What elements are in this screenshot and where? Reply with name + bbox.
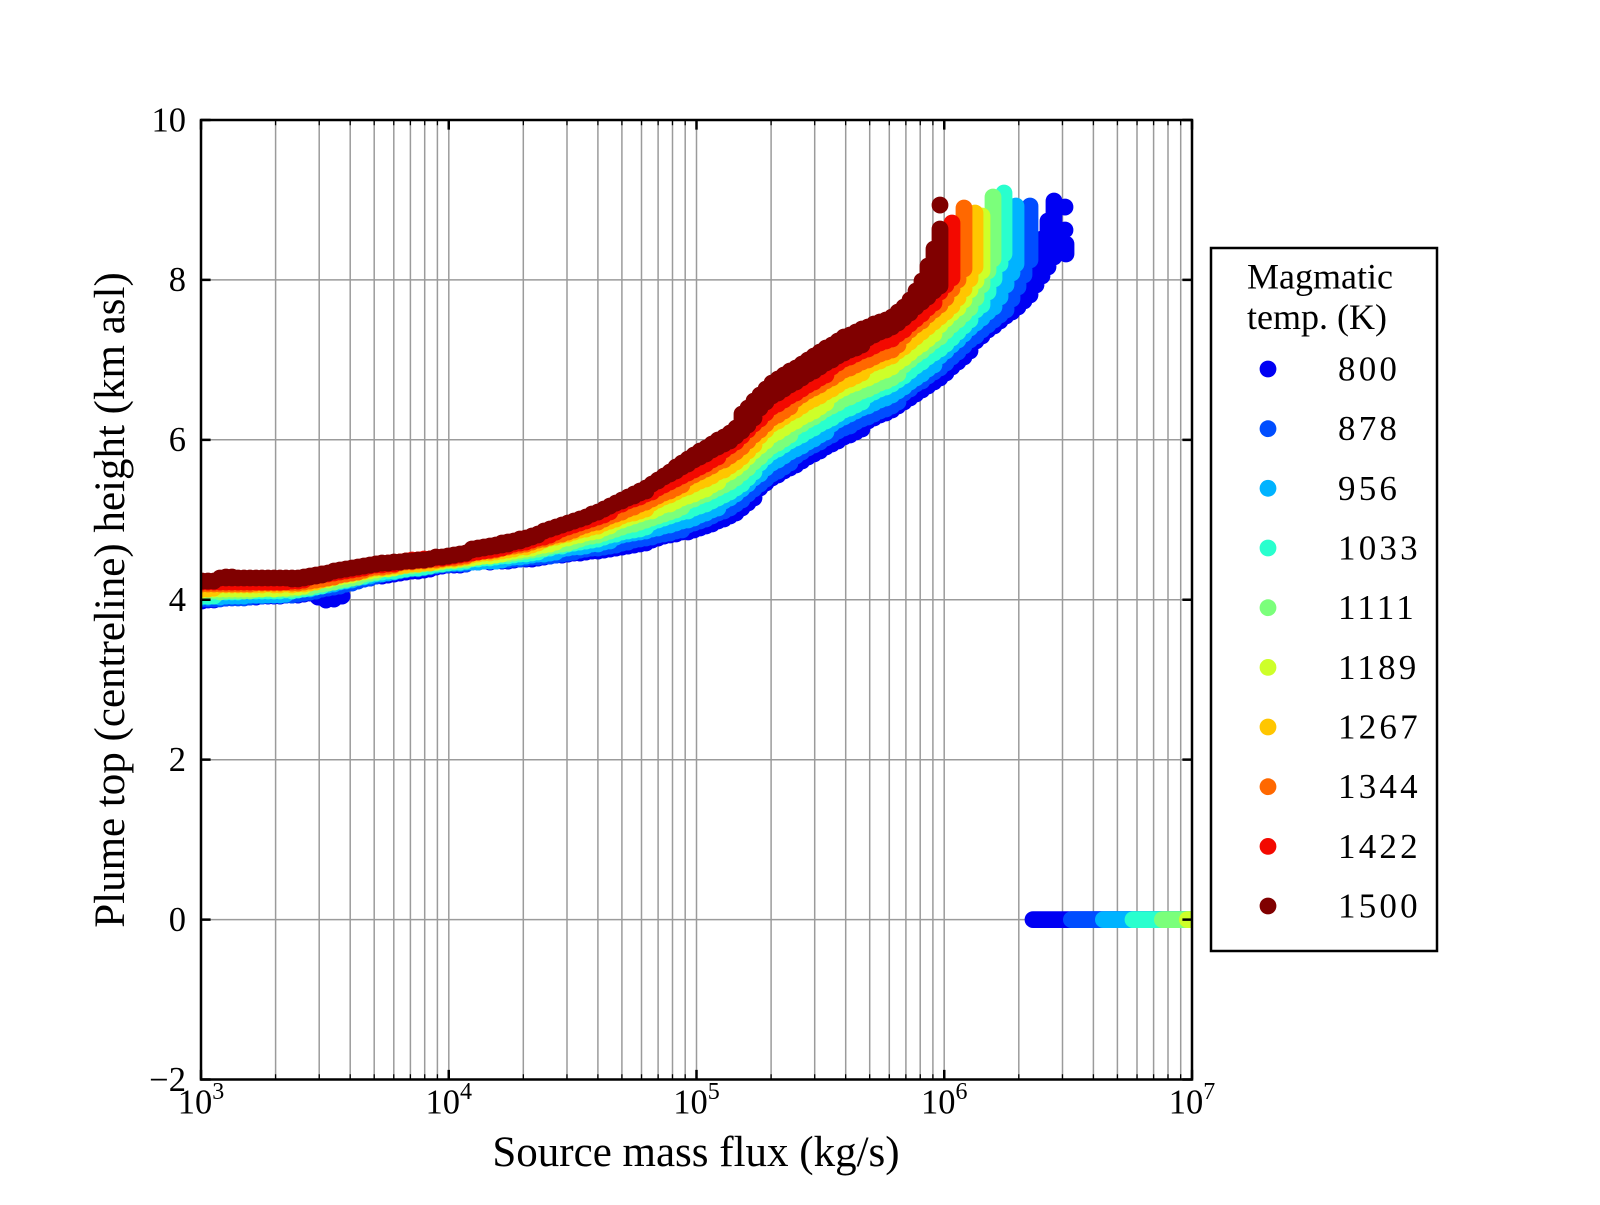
svg-text:−2: −2 [149,1061,186,1099]
svg-text:1500: 1500 [1338,887,1421,926]
svg-text:800: 800 [1338,350,1400,389]
svg-text:Source mass flux (kg/s): Source mass flux (kg/s) [492,1129,899,1176]
svg-text:Plume top (centreline) height: Plume top (centreline) height (km asl) [87,272,134,928]
svg-text:1267: 1267 [1338,708,1421,747]
svg-text:1189: 1189 [1338,648,1420,687]
svg-text:2: 2 [169,741,186,779]
svg-text:temp. (K): temp. (K) [1247,297,1387,337]
svg-text:6: 6 [169,421,186,459]
svg-text:1344: 1344 [1338,767,1421,806]
svg-text:1033: 1033 [1338,529,1421,568]
svg-text:4: 4 [169,581,186,619]
svg-text:1111: 1111 [1338,588,1417,627]
svg-text:Magmatic: Magmatic [1247,257,1393,297]
svg-text:956: 956 [1338,469,1400,508]
svg-text:10: 10 [152,101,187,139]
svg-text:8: 8 [169,261,186,299]
svg-text:0: 0 [169,901,186,939]
svg-text:1422: 1422 [1338,827,1421,866]
svg-text:878: 878 [1338,409,1400,448]
